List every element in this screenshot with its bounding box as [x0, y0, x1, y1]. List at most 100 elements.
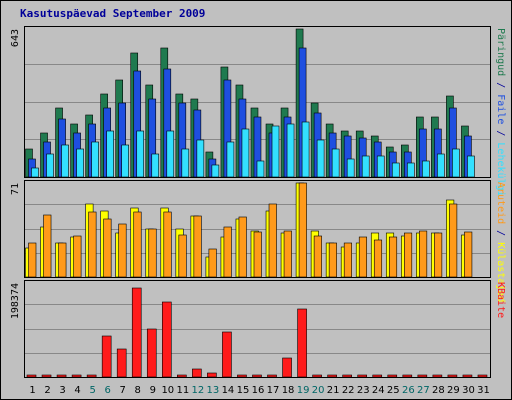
bar-kbaite-day-8: [131, 287, 142, 378]
bar-külastused-day-1: [28, 242, 37, 278]
bar-kbaite-day-30: [462, 374, 473, 378]
bar-külastused-day-5: [88, 211, 97, 278]
x-tick-day-9: 9: [150, 385, 156, 396]
bar-kbaite-day-22: [342, 374, 352, 378]
bar-kbaite-day-18: [282, 357, 292, 378]
bar-lehekülgi-day-18: [286, 123, 295, 178]
bar-lehekülgi-day-22: [346, 158, 355, 178]
bar-kbaite-day-27: [417, 374, 428, 378]
x-tick-day-19: 19: [297, 385, 310, 396]
x-tick-day-30: 30: [462, 385, 475, 396]
x-tick-day-16: 16: [252, 385, 265, 396]
bar-lehekülgi-day-23: [361, 155, 370, 178]
bar-külastused-day-6: [103, 218, 112, 278]
bar-külastused-day-27: [419, 230, 428, 278]
bar-lehekülgi-day-3: [61, 144, 69, 178]
x-tick-day-31: 31: [477, 385, 490, 396]
legend-separator: /: [495, 76, 506, 94]
bar-lehekülgi-day-16: [256, 160, 265, 178]
legend-label: Aruteid / Külastajad: [495, 182, 506, 302]
bar-külastused-day-20: [313, 235, 322, 278]
bar-külastused-day-9: [148, 228, 157, 278]
bar-külastused-day-29: [449, 203, 458, 278]
x-tick-day-2: 2: [44, 385, 50, 396]
bar-lehekülgi-day-12: [196, 139, 205, 178]
bar-lehekülgi-day-29: [452, 148, 460, 178]
bar-kbaite-day-7: [116, 348, 127, 378]
x-tick-day-14: 14: [222, 385, 235, 396]
bar-kbaite-day-26: [402, 374, 413, 378]
bar-külastused-day-3: [58, 242, 67, 278]
legend-label: KBaite: [495, 282, 506, 318]
bar-lehekülgi-day-9: [151, 153, 160, 178]
bar-kbaite-day-13: [207, 372, 217, 378]
legend-separator: /: [495, 224, 506, 242]
bar-külastused-day-23: [358, 236, 368, 278]
bar-külastused-day-24: [373, 239, 383, 278]
bar-lehekülgi-day-21: [331, 148, 340, 178]
x-tick-day-15: 15: [237, 385, 250, 396]
bar-kbaite-day-1: [26, 374, 37, 378]
bar-lehekülgi-day-15: [241, 128, 250, 178]
y-max-label: 643: [10, 29, 21, 47]
bar-kbaite-day-4: [71, 374, 82, 378]
panel-frame: [24, 26, 491, 178]
bar-külastused-day-22: [343, 242, 352, 278]
bar-kbaite-day-19: [297, 308, 307, 378]
bar-lehekülgi-day-13: [211, 164, 220, 178]
bar-külastused-day-16: [253, 231, 262, 278]
x-tick-day-1: 1: [29, 385, 35, 396]
bar-kbaite-day-28: [432, 374, 443, 378]
bar-külastused-day-15: [238, 216, 247, 278]
bar-külastused-day-7: [118, 223, 127, 278]
bar-lehekülgi-day-27: [422, 160, 430, 178]
bar-kbaite-day-11: [177, 374, 187, 378]
bar-lehekülgi-day-2: [46, 153, 54, 178]
bar-lehekülgi-day-28: [437, 153, 445, 178]
bar-kbaite-day-9: [146, 328, 157, 378]
x-tick-day-18: 18: [282, 385, 295, 396]
bar-kbaite-day-3: [56, 374, 67, 378]
bar-kbaite-day-10: [161, 301, 172, 378]
bar-kbaite-day-29: [447, 374, 458, 378]
bar-kbaite-day-5: [86, 374, 97, 378]
x-tick-day-17: 17: [267, 385, 280, 396]
bar-kbaite-day-24: [372, 374, 383, 378]
bar-külastused-day-14: [223, 226, 232, 278]
panels: [24, 26, 491, 378]
y-axis-max-labels: 643 71 198374: [10, 29, 21, 319]
x-axis-day-labels: 1 2 3 4 5 6 7 8 9 10 11 12 13 14 15 16 17 18 19 20 21 22 23 24 2…: [29, 385, 490, 396]
bar-külastused-day-25: [388, 236, 398, 278]
legend-entry: Lehekülgi: [495, 142, 506, 196]
bar-kbaite-day-16: [252, 374, 262, 378]
x-tick-day-11: 11: [176, 385, 189, 396]
panel-frame: [24, 280, 491, 378]
bar-lehekülgi-day-11: [181, 148, 190, 178]
bar-külastused-day-18: [283, 230, 292, 278]
bar-lehekülgi-day-4: [76, 148, 84, 178]
y-max-label: 198374: [10, 283, 21, 319]
x-tick-day-27: 27: [417, 385, 430, 396]
x-tick-day-26: 26: [402, 385, 415, 396]
bar-lehekülgi-day-25: [391, 162, 400, 178]
bar-lehekülgi-day-8: [136, 130, 145, 178]
bar-kbaite-day-6: [101, 335, 112, 378]
bar-kbaite-day-21: [327, 374, 337, 378]
x-tick-day-29: 29: [447, 385, 460, 396]
bar-külastused-day-10: [163, 211, 172, 278]
bar-lehekülgi-day-20: [316, 139, 325, 178]
x-tick-day-28: 28: [432, 385, 445, 396]
bar-kbaite-day-23: [357, 374, 368, 378]
bar-lehekülgi-day-26: [407, 162, 415, 178]
x-tick-day-8: 8: [135, 385, 141, 396]
legend-separator: /: [495, 124, 506, 142]
bar-külastused-day-13: [208, 248, 217, 278]
x-tick-day-21: 21: [327, 385, 340, 396]
bar-külastused-day-2: [43, 214, 52, 278]
legend-entry: KBaite: [495, 282, 506, 318]
bar-külastused-day-26: [404, 232, 413, 278]
x-tick-day-10: 10: [161, 385, 174, 396]
bar-külastused-day-19: [298, 182, 307, 278]
